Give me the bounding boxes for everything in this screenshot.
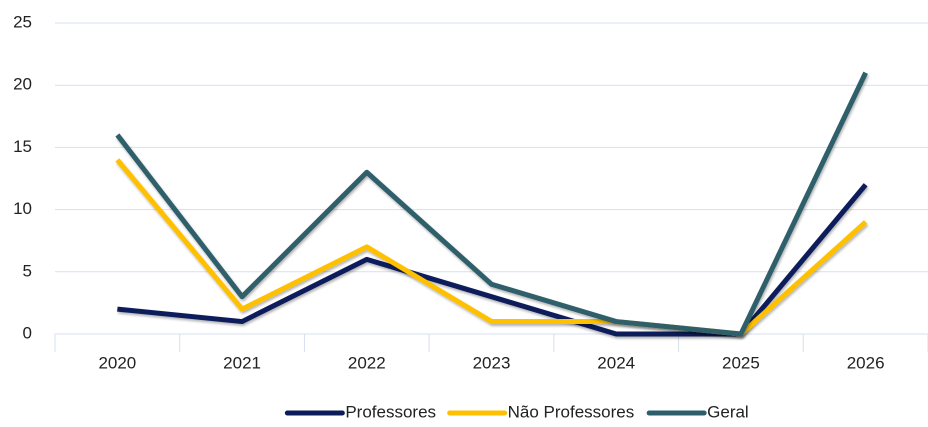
x-tick-label: 2026 — [847, 353, 885, 372]
y-tick-label: 10 — [13, 199, 32, 218]
y-tick-label: 25 — [13, 12, 32, 31]
y-tick-label: 0 — [23, 323, 32, 342]
x-tick-label: 2023 — [473, 353, 511, 372]
x-tick-label: 2024 — [597, 353, 635, 372]
y-tick-label: 5 — [23, 261, 32, 280]
series-line — [115, 71, 868, 337]
legend-label: Professores — [345, 402, 436, 421]
x-tick-label: 2025 — [722, 353, 760, 372]
legend-label: Geral — [707, 402, 749, 421]
y-tick-label: 20 — [13, 75, 32, 94]
legend-label: Não Professores — [508, 402, 635, 421]
y-tick-label: 15 — [13, 137, 32, 156]
x-tick-label: 2022 — [348, 353, 386, 372]
x-tick-label: 2020 — [98, 353, 136, 372]
x-tick-label: 2021 — [223, 353, 261, 372]
